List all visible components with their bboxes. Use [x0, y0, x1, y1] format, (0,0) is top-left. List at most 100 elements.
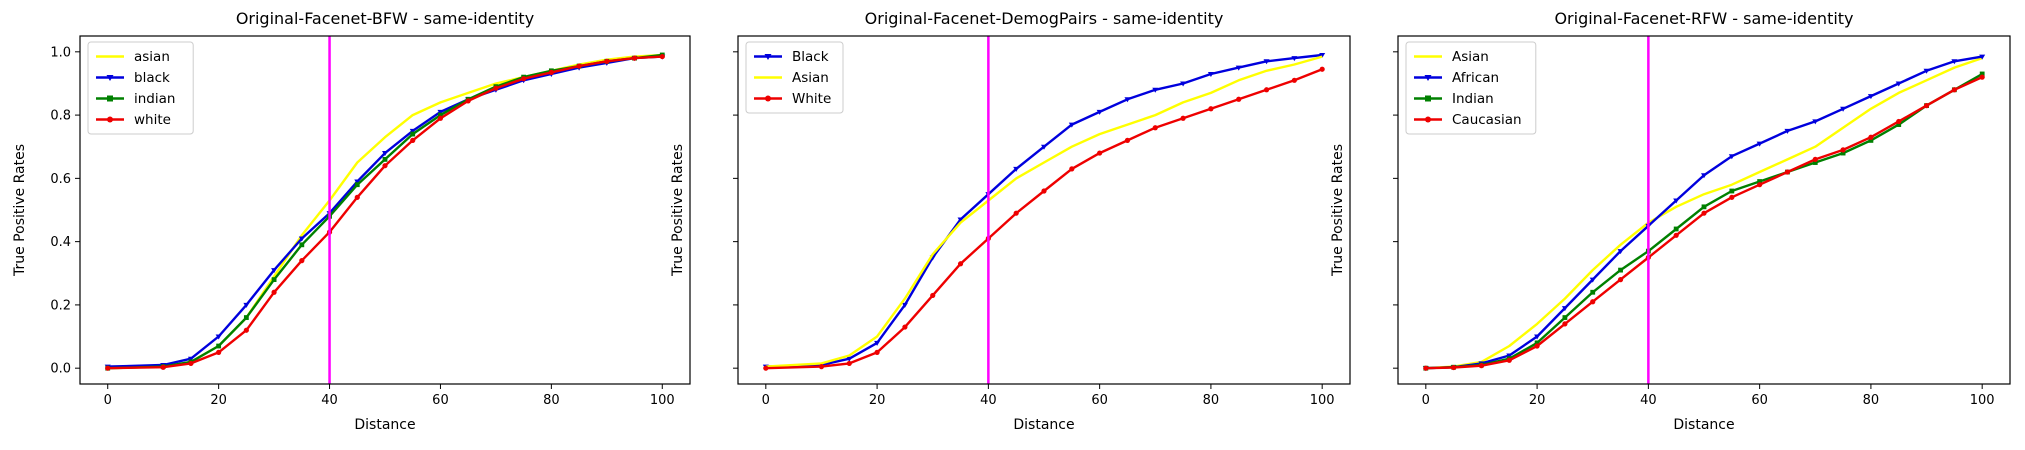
data-point-indian-10 — [1701, 204, 1707, 210]
plot-area — [104, 52, 666, 371]
data-point-indian-15 — [1840, 150, 1846, 156]
data-point-african-13 — [1784, 128, 1791, 134]
data-point-white-18 — [1291, 77, 1297, 83]
data-point-white-9 — [382, 163, 388, 169]
data-point-caucasian-1 — [1451, 364, 1457, 371]
data-point-white-0 — [763, 365, 769, 371]
data-point-african-14 — [1812, 119, 1819, 125]
x-tick-label-80: 80 — [1203, 393, 1220, 408]
legend-label-indian: Indian — [1452, 91, 1494, 107]
x-axis-label: Distance — [1013, 417, 1074, 433]
data-point-african-9 — [1673, 198, 1680, 204]
data-point-indian-9 — [1673, 226, 1679, 232]
data-point-white-14 — [1180, 115, 1186, 121]
data-point-indian-7 — [1618, 267, 1623, 273]
legend-label-african: African — [1452, 70, 1499, 86]
data-point-white-2 — [846, 360, 852, 367]
data-point-indian-4 — [1534, 340, 1540, 346]
x-tick-label-0: 0 — [104, 393, 112, 408]
y-tick-label-0.8: 0.8 — [50, 109, 71, 124]
axes-frame — [79, 35, 691, 385]
data-point-black-8 — [354, 179, 361, 185]
data-point-black-16 — [1235, 65, 1242, 71]
data-point-african-16 — [1867, 94, 1874, 100]
data-point-indian-6 — [299, 242, 305, 248]
data-point-indian-6 — [1590, 289, 1596, 295]
y-axis-label: True Positive Rates — [1330, 144, 1346, 277]
chart-title: Original-Facenet-BFW - same-identity — [236, 9, 534, 28]
x-tick-label-20: 20 — [1529, 393, 1546, 408]
legend-label-asian: asian — [134, 49, 170, 65]
legend-label-white: White — [792, 91, 831, 107]
data-point-caucasian-3 — [1506, 357, 1512, 363]
y-tick-label-0.0: 0.0 — [50, 362, 71, 377]
legend-marker-white — [107, 116, 113, 123]
data-point-indian-5 — [271, 277, 277, 282]
data-point-african-6 — [1589, 277, 1596, 283]
data-point-white-5 — [271, 289, 277, 295]
data-point-black-9 — [1041, 144, 1047, 150]
data-point-caucasian-0 — [1423, 365, 1429, 371]
x-tick-label-0: 0 — [762, 393, 770, 408]
data-point-indian-5 — [1562, 315, 1568, 320]
legend-marker-caucasian — [1425, 116, 1431, 123]
data-point-black-5 — [271, 268, 278, 274]
data-point-white-8 — [354, 194, 360, 200]
data-point-white-11 — [1097, 150, 1103, 156]
data-point-black-4 — [901, 302, 908, 308]
series-line-white — [765, 68, 1323, 370]
data-point-caucasian-2 — [1478, 363, 1485, 369]
series-white — [763, 66, 1325, 371]
data-point-african-18 — [1923, 68, 1930, 74]
data-point-white-16 — [1236, 96, 1242, 102]
x-tick-label-80: 80 — [1863, 393, 1880, 408]
data-point-black-4 — [243, 302, 250, 308]
y-tick-label-1.0: 1.0 — [50, 45, 71, 60]
data-point-caucasian-4 — [1534, 343, 1540, 349]
plot-area — [762, 52, 1326, 371]
data-point-african-10 — [1701, 173, 1707, 179]
data-point-black-2 — [846, 356, 853, 362]
data-point-caucasian-16 — [1868, 134, 1874, 140]
legend-label-indian: indian — [134, 91, 175, 107]
legend-marker-black — [106, 75, 114, 81]
data-point-caucasian-19 — [1951, 87, 1957, 93]
data-point-white-2 — [188, 360, 194, 367]
data-point-white-10 — [1069, 166, 1075, 172]
data-point-indian-16 — [1868, 138, 1874, 143]
axes-frame — [1397, 35, 2011, 385]
data-point-african-12 — [1756, 141, 1763, 147]
data-point-white-9 — [1041, 188, 1047, 194]
data-point-african-17 — [1895, 81, 1902, 87]
legend-label-caucasian: Caucasian — [1452, 112, 1522, 128]
data-point-white-5 — [930, 292, 936, 299]
data-point-caucasian-5 — [1562, 321, 1568, 327]
data-point-indian-20 — [1979, 71, 1985, 77]
data-point-white-4 — [902, 324, 908, 330]
data-point-white-13 — [1152, 125, 1158, 131]
data-point-caucasian-9 — [1673, 232, 1679, 238]
data-point-white-1 — [160, 364, 166, 370]
data-point-caucasian-17 — [1896, 118, 1902, 125]
chart-panel-1: Original-Facenet-BFW - same-identity Dist… — [12, 9, 691, 433]
series-line-asian — [765, 55, 1323, 368]
data-point-indian-17 — [1896, 122, 1902, 127]
data-point-black-10 — [1068, 122, 1075, 128]
data-point-african-7 — [1617, 249, 1624, 255]
series-white — [105, 53, 665, 371]
series-line-white — [107, 55, 663, 370]
x-tick-label-20: 20 — [869, 393, 886, 408]
legend-label-asian: Asian — [1452, 49, 1489, 65]
legend: asian black indian white — [87, 41, 194, 135]
legend-marker-white — [765, 95, 771, 102]
data-point-white-12 — [465, 98, 471, 104]
series-asian — [765, 55, 1323, 368]
data-point-white-17 — [604, 58, 610, 64]
data-point-caucasian-14 — [1812, 156, 1818, 162]
data-point-black-19 — [1319, 52, 1326, 58]
data-point-white-15 — [1208, 106, 1214, 112]
data-point-black-11 — [437, 109, 444, 115]
chart-title: Original-Facenet-DemogPairs - same-ident… — [865, 9, 1224, 28]
data-point-white-3 — [874, 349, 880, 355]
data-point-african-4 — [1534, 334, 1541, 340]
